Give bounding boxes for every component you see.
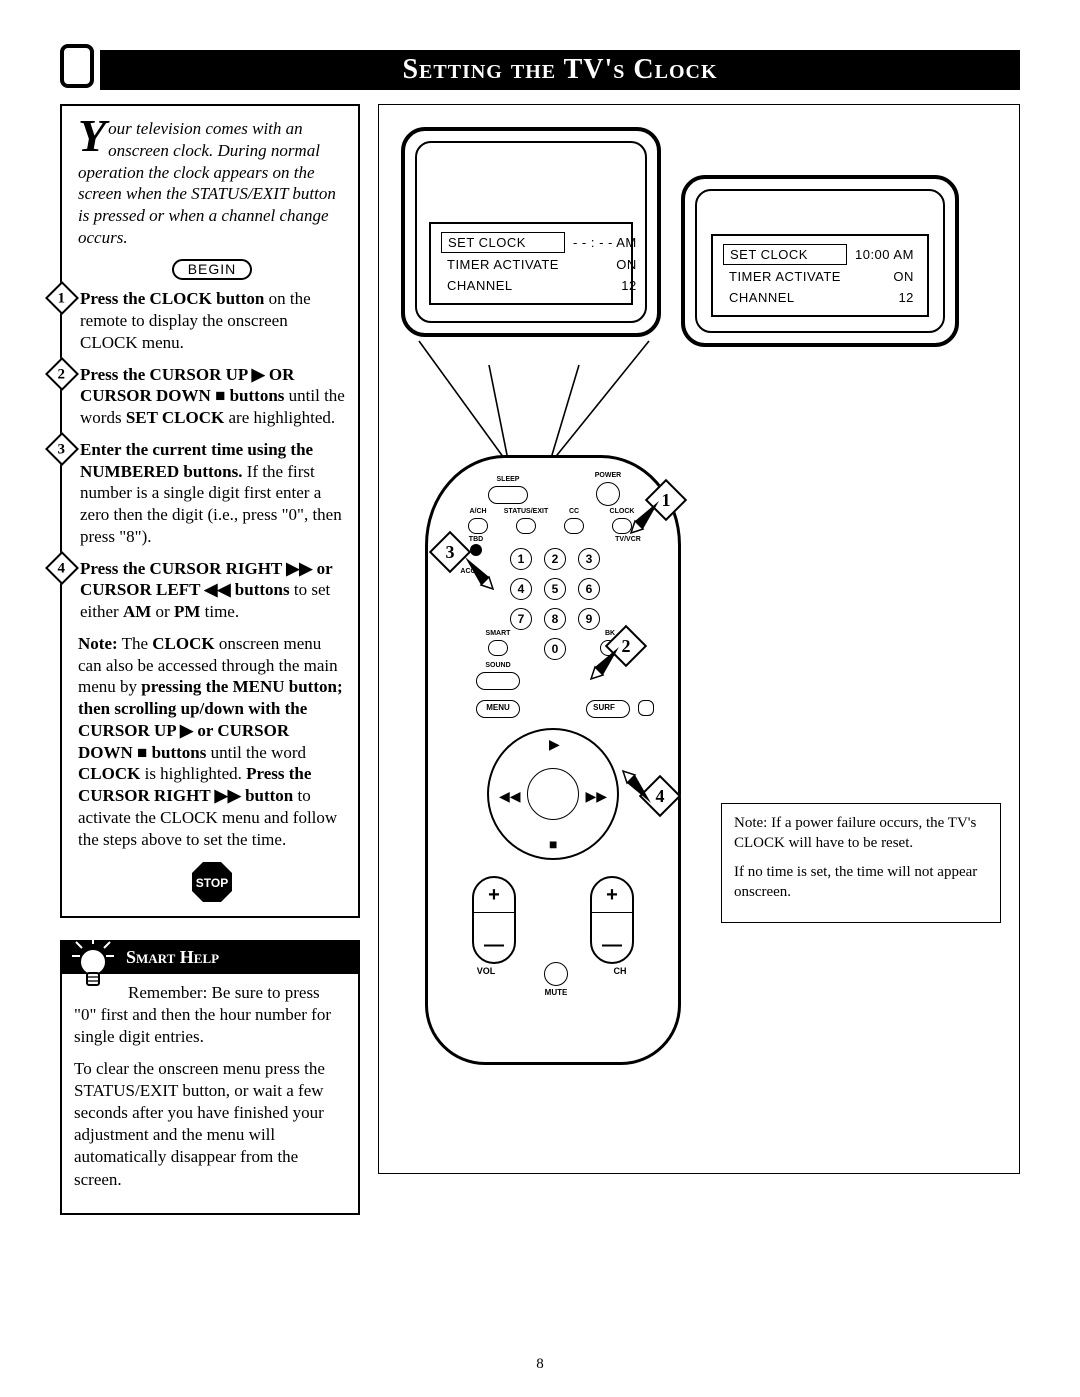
intro-text: our television comes with an onscreen cl… bbox=[78, 119, 336, 247]
sound-button bbox=[476, 672, 520, 690]
pause-button bbox=[638, 700, 654, 716]
tv-outline-icon bbox=[60, 44, 94, 88]
page-title: Setting the TV's Clock bbox=[100, 50, 1020, 90]
ch-label: CH bbox=[606, 966, 634, 976]
main-columns: Y our television comes with an onscreen … bbox=[60, 104, 1020, 1215]
tbd-label: TBD bbox=[460, 536, 492, 543]
smart-help-title-bar: Smart Help bbox=[62, 942, 358, 973]
cc-label: CC bbox=[558, 508, 590, 515]
step-1-bold: Press the CLOCK button bbox=[80, 289, 264, 308]
step-3-diamond-icon: 3 bbox=[45, 432, 79, 466]
step-4-diamond-icon: 4 bbox=[45, 551, 79, 585]
ach-button bbox=[468, 518, 488, 534]
right-column: SET CLOCK- - : - - AM TIMER ACTIVATEON C… bbox=[378, 104, 1020, 1174]
begin-pill: BEGIN bbox=[172, 259, 252, 281]
tv-screen-2-inner: SET CLOCK10:00 AM TIMER ACTIVATEON CHANN… bbox=[695, 189, 945, 333]
num-4: 4 bbox=[510, 578, 532, 600]
step-4-bold: Press the CURSOR RIGHT ▶▶ or CURSOR LEFT… bbox=[80, 559, 332, 600]
hand-pointer-3-icon bbox=[459, 551, 503, 595]
hand-pointer-2-icon bbox=[581, 641, 625, 685]
cursor-up-icon: ▶ bbox=[549, 736, 560, 753]
num-1: 1 bbox=[510, 548, 532, 570]
smart-help-p2: To clear the onscreen menu press the STA… bbox=[74, 1058, 346, 1191]
note-p2: If no time is set, the time will not app… bbox=[734, 863, 988, 902]
svg-text:STOP: STOP bbox=[196, 876, 228, 890]
power-failure-note-box: Note: If a power failure occurs, the TV'… bbox=[721, 803, 1001, 923]
num-5: 5 bbox=[544, 578, 566, 600]
osd-1-table: SET CLOCK- - : - - AM TIMER ACTIVATEON C… bbox=[439, 230, 645, 297]
step-2-diamond-icon: 2 bbox=[45, 357, 79, 391]
smart-help-title: Smart Help bbox=[126, 947, 219, 967]
power-label: POWER bbox=[586, 472, 630, 479]
smart-label: SMART bbox=[478, 630, 518, 637]
num-7: 7 bbox=[510, 608, 532, 630]
note-p1: Note: If a power failure occurs, the TV'… bbox=[734, 814, 988, 853]
left-column: Y our television comes with an onscreen … bbox=[60, 104, 360, 1215]
hand-pointer-1-icon bbox=[621, 495, 665, 539]
mute-label: MUTE bbox=[538, 988, 574, 997]
remote-diagram: SLEEP POWER A/CH STATUS/EXIT CC CLOCK TB… bbox=[425, 455, 681, 1065]
osd-menu-2: SET CLOCK10:00 AM TIMER ACTIVATEON CHANN… bbox=[711, 234, 929, 317]
cursor-dpad: ▶ ■ ◀◀ ▶▶ bbox=[487, 728, 619, 860]
step-4: 4 Press the CURSOR RIGHT ▶▶ or CURSOR LE… bbox=[78, 558, 346, 623]
num-8: 8 bbox=[544, 608, 566, 630]
sound-label: SOUND bbox=[476, 662, 520, 669]
ach-label: A/CH bbox=[460, 508, 496, 515]
page-number: 8 bbox=[0, 1356, 1080, 1373]
num-9: 9 bbox=[578, 608, 600, 630]
hand-pointer-4-icon bbox=[613, 765, 657, 809]
title-bar: Setting the TV's Clock bbox=[60, 50, 1020, 90]
lightbulb-icon bbox=[68, 934, 118, 992]
page: Setting the TV's Clock Y our television … bbox=[0, 0, 1080, 1397]
status-label: STATUS/EXIT bbox=[498, 508, 554, 515]
mute-button bbox=[544, 962, 568, 986]
cursor-right-icon: ▶▶ bbox=[585, 788, 607, 805]
smart-help-body: Remember: Be sure to press "0" first and… bbox=[62, 974, 358, 1213]
sleep-label: SLEEP bbox=[488, 476, 528, 483]
note-paragraph: Note: The CLOCK onscreen menu can also b… bbox=[78, 633, 346, 851]
smart-help-box: Smart Help Remember: Be sure to press "0… bbox=[60, 940, 360, 1214]
dpad-center bbox=[527, 768, 579, 820]
cursor-left-icon: ◀◀ bbox=[499, 788, 521, 805]
stop-icon: STOP bbox=[190, 860, 234, 904]
tv-screen-1: SET CLOCK- - : - - AM TIMER ACTIVATEON C… bbox=[401, 127, 661, 337]
ch-rocker: +— bbox=[590, 876, 634, 964]
step-1-diamond-icon: 1 bbox=[45, 281, 79, 315]
num-3: 3 bbox=[578, 548, 600, 570]
cursor-down-icon: ■ bbox=[549, 836, 557, 852]
num-2: 2 bbox=[544, 548, 566, 570]
step-1: 1 Press the CLOCK button on the remote t… bbox=[78, 288, 346, 353]
tv-screen-1-inner: SET CLOCK- - : - - AM TIMER ACTIVATEON C… bbox=[415, 141, 647, 323]
surf-label: SURF bbox=[588, 703, 620, 712]
menu-label: MENU bbox=[480, 703, 516, 712]
vol-rocker: +— bbox=[472, 876, 516, 964]
step-3: 3 Enter the current time using the NUMBE… bbox=[78, 439, 346, 548]
instructions-box: Y our television comes with an onscreen … bbox=[60, 104, 360, 918]
sleep-button bbox=[488, 486, 528, 504]
osd-2-table: SET CLOCK10:00 AM TIMER ACTIVATEON CHANN… bbox=[721, 242, 922, 309]
tv-screen-2: SET CLOCK10:00 AM TIMER ACTIVATEON CHANN… bbox=[681, 175, 959, 347]
osd-menu-1: SET CLOCK- - : - - AM TIMER ACTIVATEON C… bbox=[429, 222, 633, 305]
dropcap: Y bbox=[78, 118, 108, 154]
num-0: 0 bbox=[544, 638, 566, 660]
smart-button bbox=[488, 640, 508, 656]
step-2-bold: Press the CURSOR UP ▶ OR CURSOR DOWN ■ b… bbox=[80, 365, 294, 406]
cc-button bbox=[564, 518, 584, 534]
status-exit-button bbox=[516, 518, 536, 534]
power-button bbox=[596, 482, 620, 506]
vol-label: VOL bbox=[472, 966, 500, 976]
step-2: 2 Press the CURSOR UP ▶ OR CURSOR DOWN ■… bbox=[78, 364, 346, 429]
num-6: 6 bbox=[578, 578, 600, 600]
intro-paragraph: Y our television comes with an onscreen … bbox=[78, 118, 346, 249]
